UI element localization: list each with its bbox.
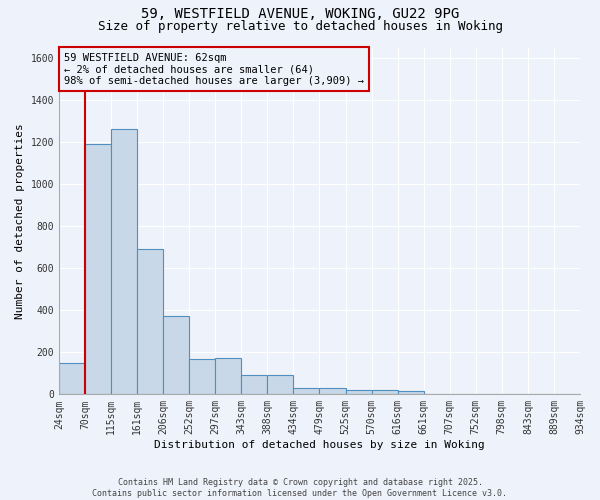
Bar <box>371 390 398 394</box>
Bar <box>215 358 241 395</box>
Y-axis label: Number of detached properties: Number of detached properties <box>15 123 25 319</box>
X-axis label: Distribution of detached houses by size in Woking: Distribution of detached houses by size … <box>154 440 485 450</box>
Bar <box>398 391 424 394</box>
Text: 59 WESTFIELD AVENUE: 62sqm
← 2% of detached houses are smaller (64)
98% of semi-: 59 WESTFIELD AVENUE: 62sqm ← 2% of detac… <box>64 52 364 86</box>
Bar <box>59 363 85 394</box>
Bar <box>293 388 319 394</box>
Text: 59, WESTFIELD AVENUE, WOKING, GU22 9PG: 59, WESTFIELD AVENUE, WOKING, GU22 9PG <box>141 8 459 22</box>
Bar <box>137 250 163 394</box>
Text: Size of property relative to detached houses in Woking: Size of property relative to detached ho… <box>97 20 503 33</box>
Text: Contains HM Land Registry data © Crown copyright and database right 2025.
Contai: Contains HM Land Registry data © Crown c… <box>92 478 508 498</box>
Bar <box>163 316 189 394</box>
Bar <box>346 390 371 394</box>
Bar <box>268 376 293 394</box>
Bar <box>85 144 111 395</box>
Bar <box>189 358 215 394</box>
Bar <box>319 388 346 394</box>
Bar <box>111 130 137 394</box>
Bar <box>241 376 268 394</box>
